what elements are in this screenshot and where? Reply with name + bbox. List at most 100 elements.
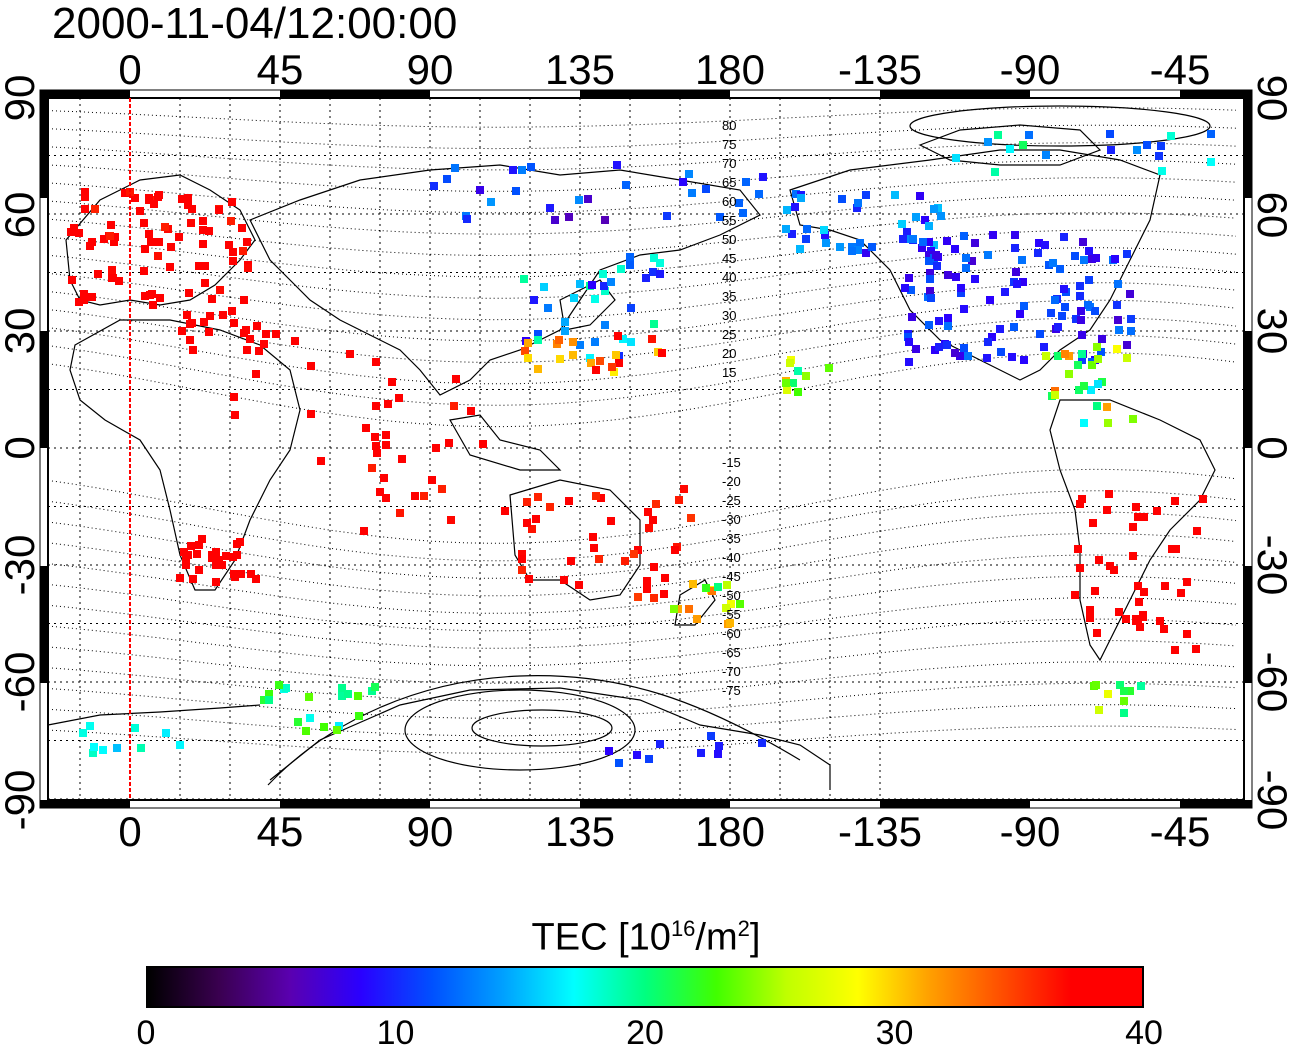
tec-cell (67, 228, 75, 236)
lat-lon-grid (48, 98, 1244, 800)
tec-cell (927, 294, 935, 302)
tec-cell (1103, 403, 1111, 411)
tec-cell (141, 292, 149, 300)
tec-cell (707, 732, 715, 740)
tec-cell (610, 368, 618, 376)
tec-cell (362, 424, 370, 432)
right-lat-label: -30 (1249, 535, 1292, 596)
tec-cell (1134, 513, 1142, 521)
tec-cell (587, 359, 595, 367)
tec-cell (1158, 167, 1166, 175)
tec-cell (607, 517, 615, 525)
tec-cell (868, 243, 876, 251)
tec-cell (802, 372, 810, 380)
tec-cell (994, 131, 1002, 139)
mag-lat-label: -40 (722, 550, 741, 565)
tec-cell (1060, 285, 1068, 293)
tec-cell (1114, 280, 1122, 288)
tec-cell (960, 344, 968, 352)
tec-cell (1094, 355, 1102, 363)
tec-cell (155, 238, 163, 246)
tec-cell (570, 294, 578, 302)
tec-cell (599, 270, 607, 278)
tec-cell (1134, 582, 1142, 590)
tec-cell (479, 440, 487, 448)
tec-cell (996, 325, 1004, 333)
tec-cell (597, 494, 605, 502)
tec-cell (175, 233, 183, 241)
tec-cell (723, 581, 731, 589)
tec-cell (735, 199, 743, 207)
tec-cell (997, 348, 1005, 356)
tec-cell (518, 555, 526, 563)
colorbar-tick-label: 0 (136, 1014, 156, 1052)
tec-cell (108, 274, 116, 282)
tec-cell (1155, 152, 1163, 160)
tec-cell (368, 464, 376, 472)
tec-cell (81, 188, 89, 196)
tec-cell (621, 557, 629, 565)
top-lon-label: -45 (1150, 46, 1211, 93)
tec-cell (944, 314, 952, 322)
tec-cell (247, 570, 255, 578)
tec-cell (919, 238, 927, 246)
map-title: 2000-11-04/12:00:00 (52, 0, 458, 48)
tec-cell (605, 747, 613, 755)
mag-lat-label: -30 (722, 512, 741, 527)
tec-cell (601, 216, 609, 224)
tec-cell (626, 253, 634, 261)
tec-cell (575, 196, 583, 204)
map-frame (39, 89, 1253, 809)
tec-cell (652, 500, 660, 508)
tec-cell (476, 186, 484, 194)
tec-cell (925, 238, 933, 246)
tec-cell (1054, 323, 1062, 331)
tec-cell (1140, 513, 1148, 521)
tec-cell (156, 294, 164, 302)
tec-cell (786, 359, 794, 367)
tec-cell (1011, 244, 1019, 252)
tec-cell (1097, 348, 1105, 356)
tec-cell (320, 723, 328, 731)
tec-cell (1132, 503, 1140, 511)
tec-cell (803, 225, 811, 233)
tec-cell (219, 311, 227, 319)
tec-cell (544, 304, 552, 312)
tec-cell (447, 516, 455, 524)
tec-cell (983, 354, 991, 362)
tec-cell (862, 249, 870, 257)
tec-cell (452, 375, 460, 383)
tec-cell (660, 590, 668, 598)
tec-cell (193, 550, 201, 558)
tec-cell (140, 267, 148, 275)
tec-cell (794, 388, 802, 396)
tec-cell (198, 535, 206, 543)
tec-cell (1115, 608, 1123, 616)
tec-cell (656, 259, 664, 267)
tec-cell (1072, 315, 1080, 323)
tec-cell (991, 168, 999, 176)
tec-cell (521, 347, 529, 355)
tec-cell (1092, 681, 1100, 689)
tec-cell (951, 245, 959, 253)
tec-cell (81, 193, 89, 201)
tec-cell (162, 729, 170, 737)
tec-cell (212, 548, 220, 556)
tec-cell (1076, 564, 1084, 572)
tec-cell (532, 515, 540, 523)
tec-cell (789, 379, 797, 387)
tec-cell (935, 317, 943, 325)
tec-cell (957, 284, 965, 292)
tec-cell (222, 552, 230, 560)
tec-cell (643, 585, 651, 593)
tec-cell (658, 349, 666, 357)
tec-cell (1013, 280, 1021, 288)
tec-cell (185, 289, 193, 297)
tec-cell (463, 215, 471, 223)
tec-cell (501, 507, 509, 515)
tec-cell (420, 492, 428, 500)
tec-cell (633, 751, 641, 759)
tec-cell (1199, 495, 1207, 503)
tec-cell (94, 270, 102, 278)
tec-cell (702, 185, 710, 193)
